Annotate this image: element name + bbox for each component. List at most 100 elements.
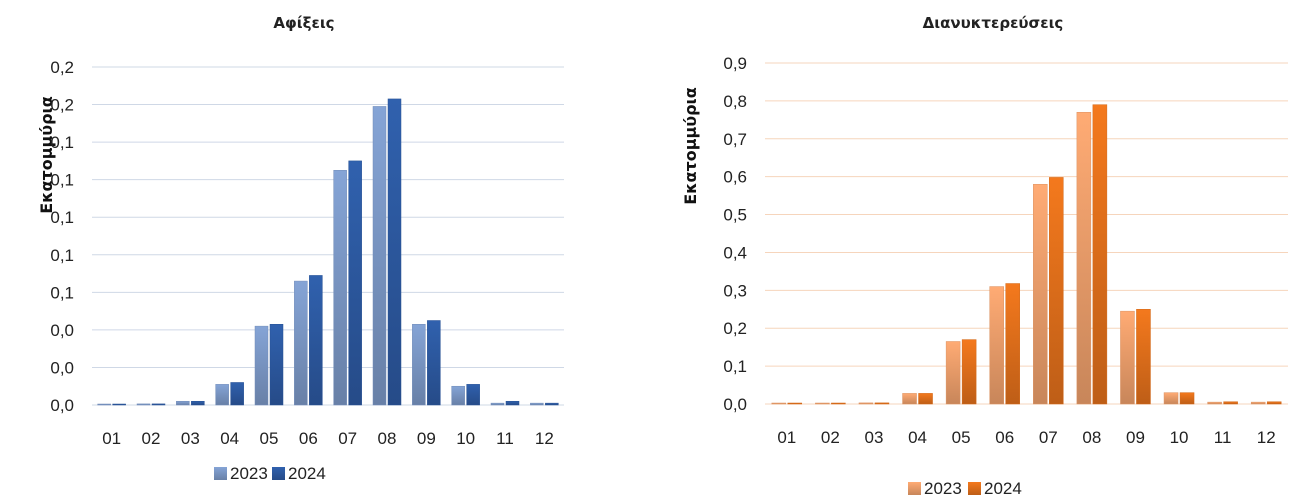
bar-2024 — [269, 324, 284, 406]
x-tick-label: 06 — [299, 429, 318, 448]
bar-2024 — [1092, 104, 1108, 405]
x-tick-label: 11 — [496, 429, 514, 448]
bar-2024 — [387, 98, 402, 406]
bar-2024 — [505, 400, 520, 406]
y-axis-label: Εκατομμύρια — [37, 96, 56, 214]
bar-2023 — [1163, 392, 1179, 405]
y-tick-label: 0,0 — [723, 395, 747, 414]
y-tick-label: 0,0 — [50, 396, 74, 415]
bar-2023 — [1207, 401, 1222, 405]
y-tick-label: 0,4 — [723, 243, 747, 262]
bar-2023 — [858, 402, 874, 405]
bar-2023 — [254, 325, 269, 406]
y-tick-label: 0,1 — [723, 357, 747, 376]
x-tick-label: 09 — [417, 429, 436, 448]
y-tick-label: 0,1 — [50, 208, 74, 227]
x-tick-label: 04 — [908, 428, 927, 447]
y-axis-label: Εκατομμύρια — [681, 87, 700, 205]
y-tick-label: 0,5 — [723, 206, 747, 225]
x-tick-label: 10 — [456, 429, 475, 448]
bar-2024 — [1005, 283, 1020, 405]
bar-2024 — [466, 384, 480, 406]
bar-2024 — [961, 339, 977, 405]
legend-label: 2024 — [984, 479, 1022, 498]
legend-label: 2023 — [230, 464, 268, 483]
x-tick-label: 09 — [1126, 428, 1145, 447]
bar-2023 — [989, 286, 1004, 405]
bar-2023 — [530, 402, 544, 406]
x-tick-label: 02 — [821, 428, 840, 447]
bar-2023 — [372, 106, 387, 406]
bar-2024 — [112, 403, 126, 406]
bar-2024 — [348, 160, 362, 406]
bar-2023 — [490, 402, 505, 406]
y-tick-label: 0,2 — [50, 96, 74, 115]
bar-2023 — [945, 341, 961, 405]
y-tick-label: 0,1 — [50, 283, 74, 302]
chart-title: Αφίξεις — [273, 14, 334, 32]
y-tick-label: 0,1 — [50, 246, 74, 265]
y-tick-label: 0,0 — [50, 321, 74, 340]
y-tick-label: 0,8 — [723, 92, 747, 111]
bar-2023 — [902, 393, 917, 405]
overnight-stays-chart-svg: Διανυκτερεύσεις Εκατομμύρια 0,0 0,1 0,2 0,3… — [681, 14, 1288, 498]
legend-swatch — [272, 467, 285, 480]
bar-2024 — [874, 402, 890, 405]
legend-label: 2024 — [288, 464, 326, 483]
bar-2024 — [1049, 177, 1064, 405]
x-tick-label: 03 — [181, 429, 200, 448]
x-tick-label: 07 — [338, 429, 357, 448]
arrivals-chart-svg: Αφίξεις Εκατομμύρια 0,0 0,0 0,0 0,1 0,1 0,1 0,… — [37, 14, 564, 483]
x-tick-label: 05 — [260, 429, 279, 448]
bar-2023 — [215, 384, 229, 406]
y-tick-label: 0,1 — [50, 171, 74, 190]
x-tick-label: 08 — [1082, 428, 1101, 447]
bar-2024 — [1266, 401, 1282, 405]
bar-2023 — [1250, 401, 1266, 405]
x-tick-label: 01 — [777, 428, 796, 447]
x-tick-label: 07 — [1039, 428, 1058, 447]
x-tick-label: 01 — [102, 429, 121, 448]
bar-2024 — [787, 402, 803, 405]
y-tick-label: 0,3 — [723, 281, 747, 300]
x-tick-label: 03 — [864, 428, 883, 447]
bar-2024 — [191, 400, 205, 406]
x-tick-label: 10 — [1170, 428, 1189, 447]
bar-2023 — [1120, 310, 1135, 405]
bar-2023 — [333, 170, 347, 406]
legend-label: 2023 — [924, 479, 962, 498]
legend-swatch — [968, 482, 981, 495]
chart-title: Διανυκτερεύσεις — [923, 14, 1064, 32]
bar-2024 — [831, 402, 846, 405]
bar-2023 — [176, 400, 190, 406]
bar-2024 — [151, 403, 166, 406]
y-tick-label: 0,0 — [50, 358, 74, 377]
bar-2024 — [230, 382, 244, 406]
bar-2023 — [1033, 183, 1048, 405]
bar-2024 — [918, 393, 933, 405]
legend-swatch — [908, 482, 921, 495]
x-tick-label: 04 — [220, 429, 239, 448]
x-tick-label: 12 — [535, 429, 554, 448]
bar-2023 — [294, 280, 308, 406]
bar-2024 — [309, 275, 323, 406]
bar-2024 — [1223, 401, 1238, 405]
y-tick-label: 0,2 — [723, 319, 747, 338]
y-tick-label: 0,9 — [723, 54, 747, 73]
bar-2023 — [412, 324, 426, 406]
bar-2024 — [1136, 309, 1151, 405]
x-tick-label: 12 — [1257, 428, 1276, 447]
bar-2023 — [815, 402, 830, 405]
x-tick-label: 06 — [995, 428, 1014, 447]
bar-2024 — [545, 402, 559, 406]
y-tick-label: 0,7 — [723, 130, 747, 149]
bar-2023 — [136, 403, 151, 406]
legend-swatch — [214, 467, 227, 480]
x-tick-label: 08 — [378, 429, 397, 448]
bar-2023 — [97, 403, 111, 406]
x-tick-label: 05 — [952, 428, 971, 447]
y-tick-label: 0,6 — [723, 168, 747, 187]
y-tick-label: 0,1 — [50, 133, 74, 152]
bar-2023 — [771, 402, 787, 405]
bar-2024 — [427, 320, 441, 406]
